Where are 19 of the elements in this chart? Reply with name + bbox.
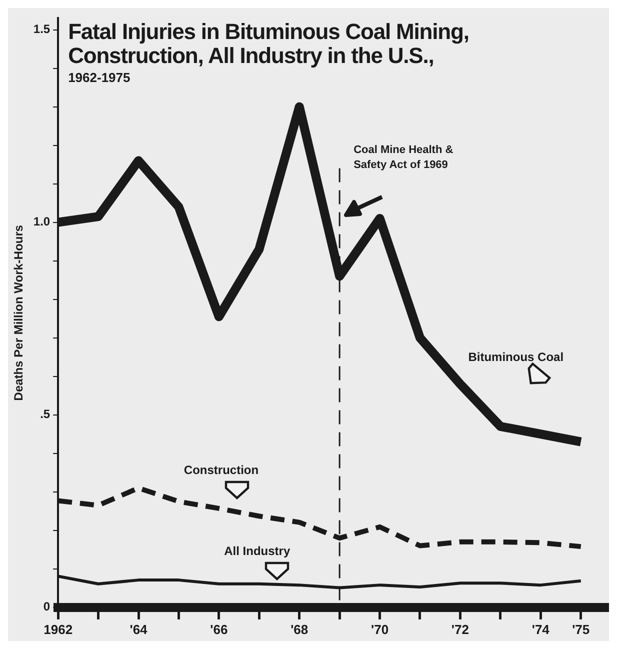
x-tick-label: 1962 [44, 622, 73, 637]
x-tick-label: '68 [290, 622, 308, 637]
x-tick-label: '70 [371, 622, 389, 637]
y-tick-label: 0 [43, 600, 50, 614]
y-tick-label: 1.0 [33, 214, 50, 229]
x-tick-label: '66 [210, 622, 228, 637]
y-tick-label: .5 [40, 407, 50, 422]
x-tick-label: '75 [572, 622, 590, 637]
y-axis-title: Deaths Per Million Work-Hours [12, 224, 26, 401]
x-tick-label: '64 [130, 622, 148, 637]
text: All Industry [224, 544, 290, 558]
text: Construction [184, 463, 259, 478]
text: 1962-1975 [68, 70, 132, 86]
text: Fatal Injuries in Bituminous Coal Mining, Construction, All Industry in the U.S., [68, 19, 470, 68]
ref-line-label: Coal Mine Health & Safety Act of 1969 [354, 143, 454, 174]
x-tick-label: '72 [451, 622, 469, 637]
y-tick-label: 1.5 [33, 22, 50, 36]
series-label: Bituminous Coal [468, 350, 564, 364]
x-tick-label: '74 [532, 622, 550, 637]
